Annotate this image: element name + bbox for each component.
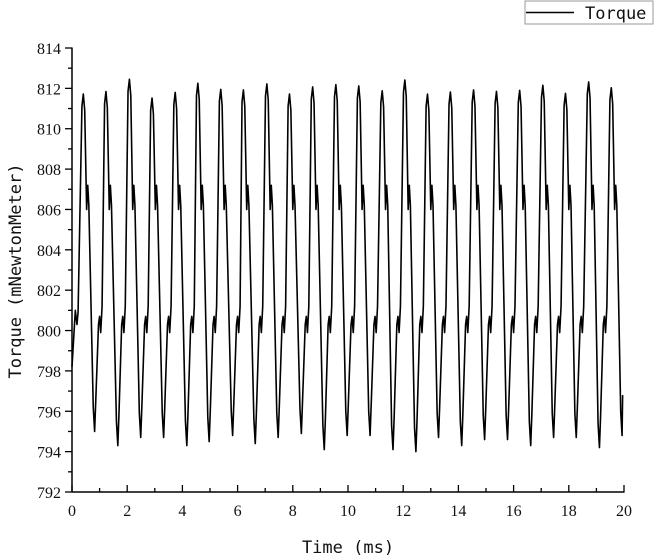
torque-line	[71, 78, 624, 453]
x-tick-label: 10	[340, 503, 356, 520]
x-axis: 0 2 4 6 8 10 12 14 16 18 20	[68, 485, 632, 520]
x-tick-label: 4	[178, 503, 186, 520]
legend-box	[524, 0, 654, 25]
y-tick-label: 794	[37, 445, 61, 462]
y-tick-label: 802	[37, 283, 61, 300]
y-tick-label: 798	[37, 364, 61, 381]
x-tick-label: 2	[123, 503, 131, 520]
y-tick-label: 808	[37, 162, 61, 179]
y-tick-label: 792	[37, 485, 61, 502]
plot-area	[71, 78, 624, 453]
y-axis: 792 794 796 798 800 802 804 806 808 810 812 814	[37, 41, 73, 502]
legend-label-torque: Torque	[585, 4, 646, 24]
x-tick-label: 0	[68, 503, 76, 520]
x-tick-label: 16	[506, 503, 522, 520]
y-tick-label: 804	[37, 243, 61, 260]
y-tick-label: 796	[37, 404, 61, 421]
x-tick-label: 20	[616, 503, 632, 520]
y-tick-label: 800	[37, 324, 61, 341]
y-tick-label: 814	[37, 41, 61, 58]
x-tick-label: 18	[561, 503, 577, 520]
x-axis-title: Time (ms)	[302, 538, 394, 558]
y-tick-label: 810	[37, 122, 61, 139]
x-tick-label: 8	[289, 503, 297, 520]
x-tick-label: 14	[450, 503, 466, 520]
legend: Torque	[524, 0, 654, 25]
y-axis-title: Torque (mNewtonMeter)	[6, 164, 26, 379]
x-tick-label: 12	[395, 503, 411, 520]
x-tick-label: 6	[234, 503, 242, 520]
y-tick-label: 806	[37, 202, 61, 219]
y-tick-label: 812	[37, 81, 61, 98]
